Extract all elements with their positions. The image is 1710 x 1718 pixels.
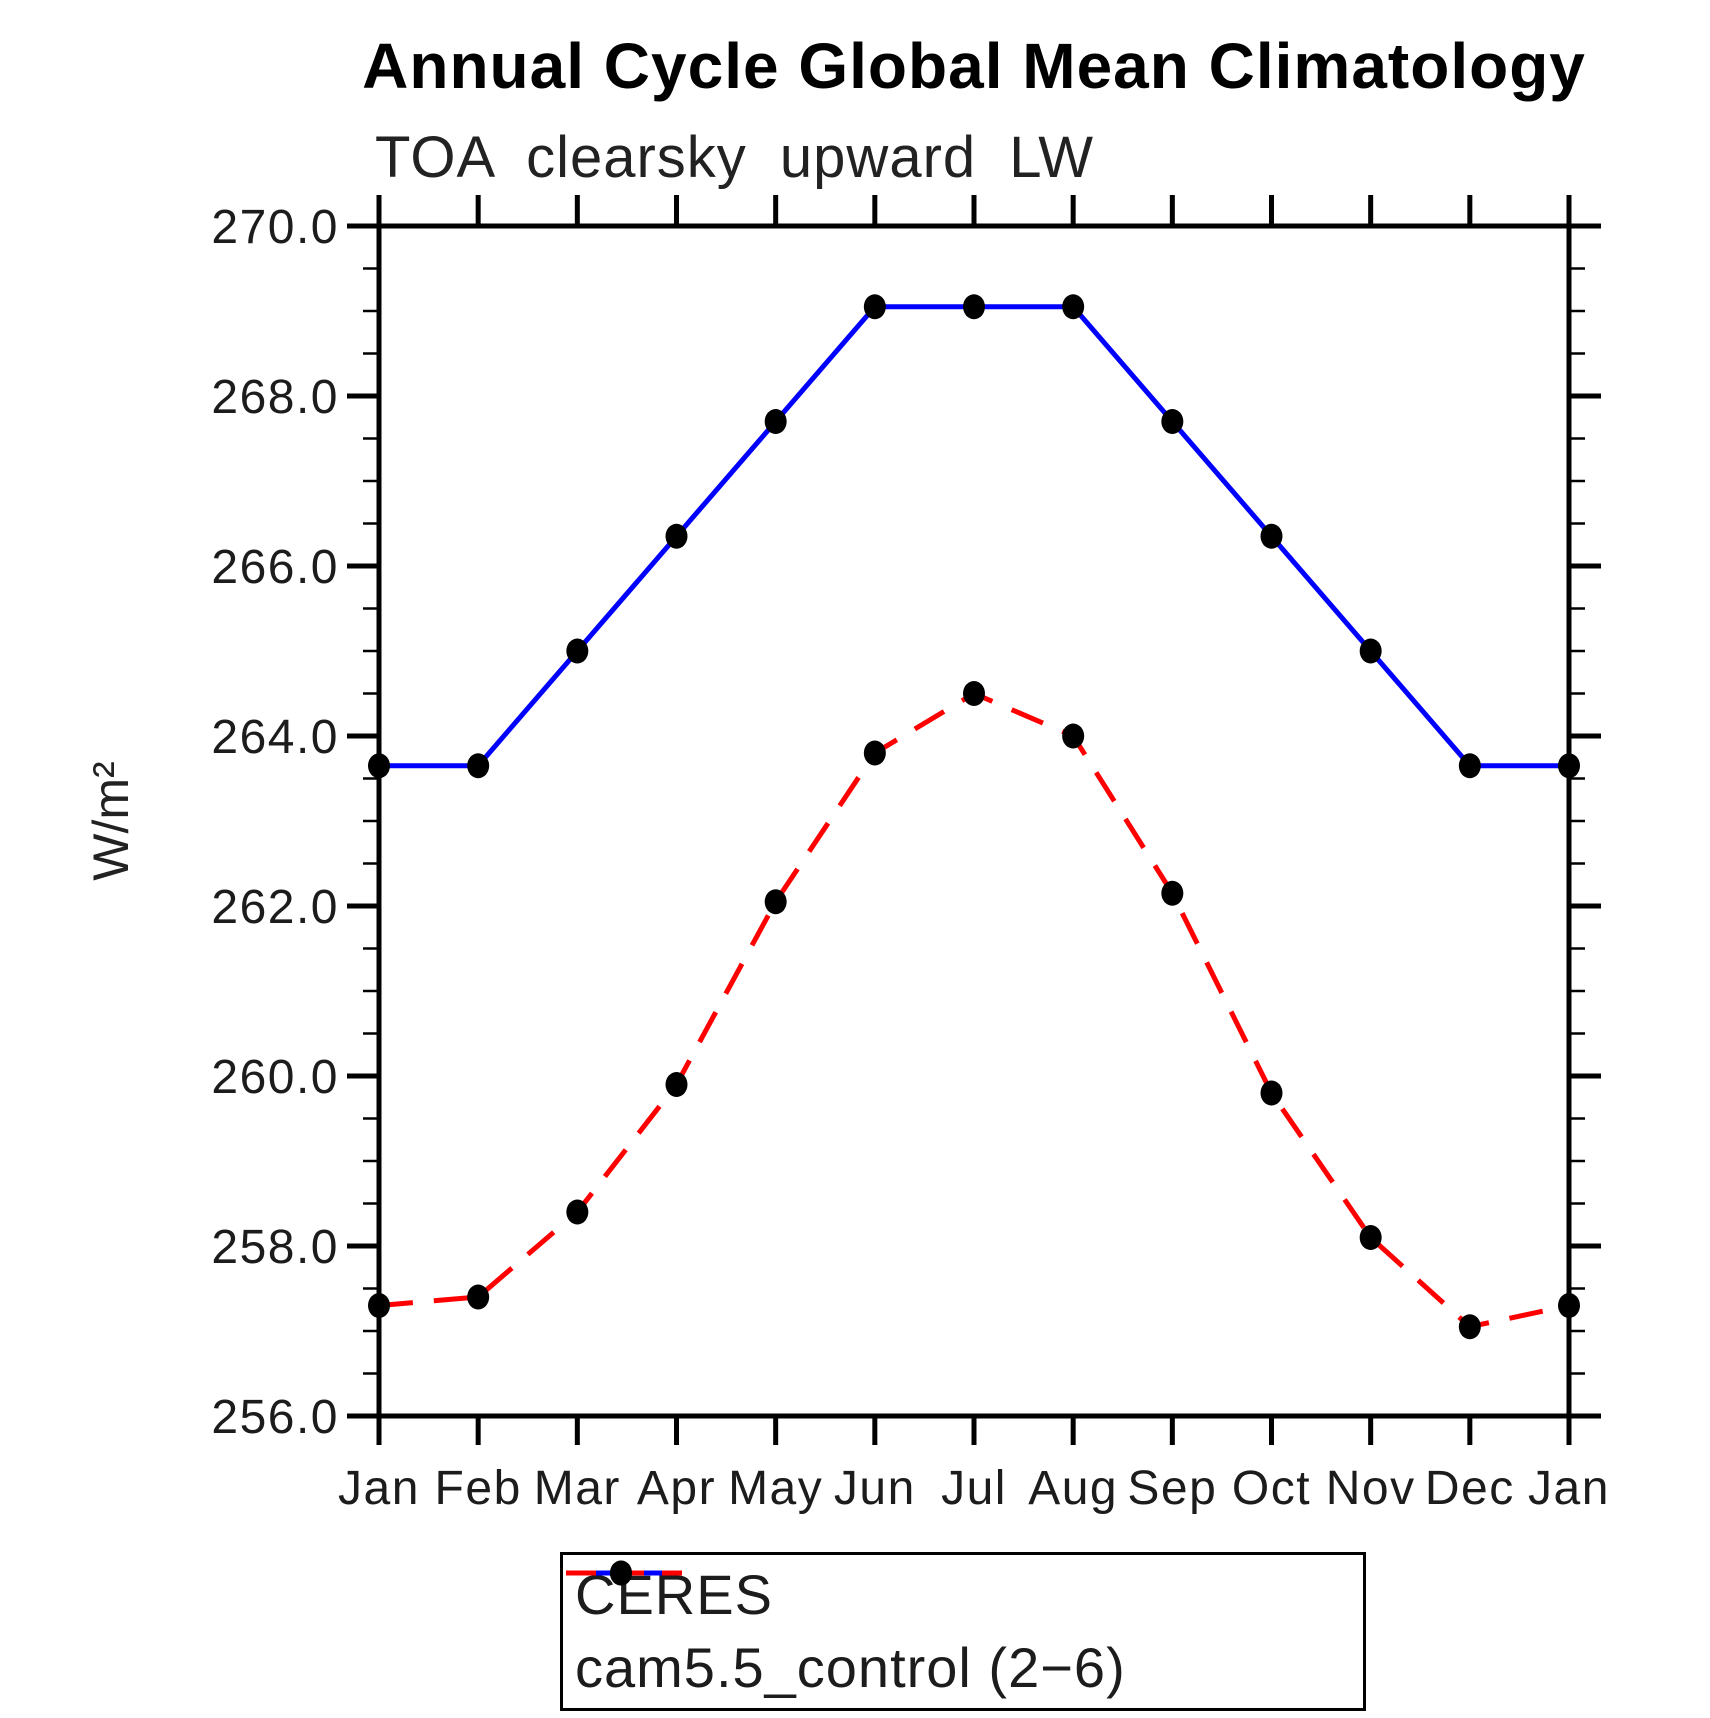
- data-point-cam55-control: [1062, 723, 1085, 749]
- legend: CERES cam5.5_control (2−6): [560, 1552, 1366, 1711]
- plot-layer: 256.0 258.0 260.0 262.0 264.0 266.0 268.0 270.0…: [211, 195, 1610, 1515]
- x-tick-label: Sep: [1127, 1462, 1217, 1515]
- y-tick-label: 256.0: [211, 1391, 339, 1444]
- x-tick-label: Feb: [435, 1462, 522, 1515]
- y-tick-label: 270.0: [211, 201, 339, 254]
- data-point-ceres: [1359, 638, 1382, 664]
- data-point-ceres: [1558, 753, 1580, 779]
- data-point-cam55-control: [863, 740, 886, 766]
- data-point-ceres: [467, 753, 490, 779]
- legend-item-cam55-control: cam5.5_control (2−6): [566, 1560, 1353, 1701]
- data-point-cam55-control: [963, 681, 985, 706]
- x-tick-label: Mar: [534, 1462, 621, 1515]
- y-tick-label: 262.0: [211, 881, 339, 934]
- plot-frame: [376, 223, 1572, 1419]
- x-tick-label: Jan: [338, 1462, 420, 1515]
- x-tick-label: Dec: [1425, 1462, 1515, 1515]
- data-point-cam55-control: [1558, 1293, 1580, 1318]
- series-line-cam55-control: [378, 690, 1570, 1330]
- x-tick-label: Jun: [834, 1462, 916, 1515]
- data-point-ceres: [764, 409, 787, 434]
- x-tick-label: Jan: [1528, 1462, 1610, 1515]
- data-point-ceres: [1062, 294, 1085, 320]
- y-tick-label: 260.0: [211, 1051, 339, 1104]
- legend-key-dashed-line: [566, 1560, 682, 1586]
- data-point-ceres: [863, 294, 886, 320]
- chart-subtitle: TOA clearsky upward LW: [375, 125, 1094, 190]
- data-point-ceres: [1161, 409, 1184, 434]
- x-tick-label: Nov: [1326, 1462, 1416, 1515]
- data-point-cam55-control: [368, 1293, 390, 1318]
- y-tick-label: 268.0: [211, 371, 339, 424]
- data-point-cam55-control: [1260, 1080, 1283, 1106]
- data-point-cam55-control: [467, 1284, 490, 1310]
- legend-item-ceres: CERES: [566, 1560, 1353, 1628]
- data-point-ceres: [368, 753, 390, 779]
- y-axis-label: W/m²: [83, 761, 139, 880]
- data-point-cam55-control: [1458, 1314, 1481, 1340]
- data-point-ceres: [1458, 753, 1481, 779]
- x-tick-label: Oct: [1232, 1462, 1311, 1515]
- data-point-ceres: [963, 294, 985, 320]
- data-point-cam55-control: [566, 1199, 589, 1225]
- x-tick-label: Aug: [1028, 1462, 1118, 1515]
- data-point-ceres: [1260, 523, 1283, 549]
- data-point-cam55-control: [665, 1072, 688, 1097]
- y-tick-label: 264.0: [211, 711, 339, 764]
- x-tick-label: May: [728, 1462, 823, 1515]
- x-tick-label: Apr: [637, 1462, 716, 1515]
- data-point-ceres: [566, 638, 589, 664]
- chart-title: Annual Cycle Global Mean Climatology: [362, 30, 1586, 102]
- data-point-cam55-control: [1359, 1225, 1382, 1250]
- y-tick-label: 258.0: [211, 1221, 339, 1274]
- x-tick-label: Jul: [941, 1462, 1007, 1515]
- data-point-cam55-control: [1161, 880, 1184, 906]
- legend-label-cam55-control: cam5.5_control (2−6): [575, 1635, 1126, 1699]
- y-tick-label: 266.0: [211, 541, 339, 594]
- legend-marker-dot: [610, 1560, 632, 1586]
- data-point-cam55-control: [764, 889, 787, 915]
- legend-label-ceres: CERES: [575, 1563, 773, 1627]
- data-point-ceres: [665, 523, 688, 549]
